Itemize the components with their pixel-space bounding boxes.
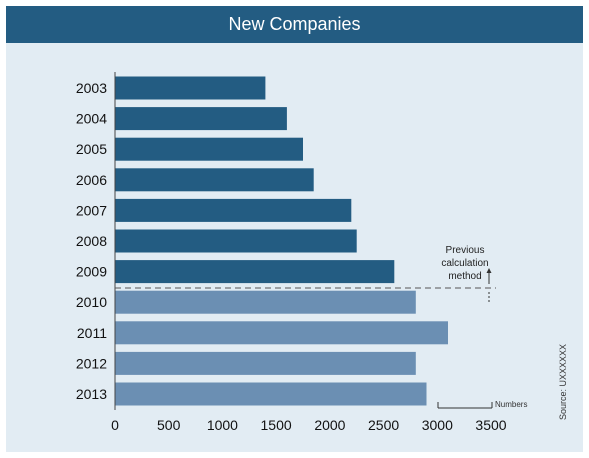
bar-2009 — [115, 260, 395, 284]
bar-2007 — [115, 198, 352, 222]
year-label-2007: 2007 — [76, 202, 107, 218]
chart-title: New Companies — [6, 6, 583, 43]
year-label-2003: 2003 — [76, 80, 107, 96]
bar-2004 — [115, 107, 287, 131]
x-tick-label-2000: 2000 — [314, 417, 345, 433]
bar-2011 — [115, 321, 448, 345]
year-labels-group: 2003 2004 2005 2006 2007 2008 2009 2010 2011 2012… — [76, 80, 107, 402]
bars-group — [115, 76, 448, 406]
annotation-line-1: Previous — [446, 245, 485, 256]
year-label-2010: 2010 — [76, 294, 107, 310]
bar-2005 — [115, 137, 303, 161]
x-tick-label-1000: 1000 — [207, 417, 238, 433]
x-tick-label-2500: 2500 — [368, 417, 399, 433]
bar-2012 — [115, 351, 416, 375]
x-tick-label-3500: 3500 — [475, 417, 506, 433]
source-note: Source: UXXXXXX — [558, 344, 568, 420]
year-label-2006: 2006 — [76, 172, 107, 188]
chart-panel — [6, 6, 583, 452]
x-tick-label-3000: 3000 — [422, 417, 453, 433]
bar-2003 — [115, 76, 266, 100]
bar-2008 — [115, 229, 357, 253]
annotation-line-2: calculation — [441, 258, 488, 269]
annotation-line-3: method — [448, 271, 481, 282]
x-tick-label-1500: 1500 — [261, 417, 292, 433]
year-label-2009: 2009 — [76, 264, 107, 280]
year-label-2011: 2011 — [77, 325, 107, 341]
x-tick-labels-group: 0 500 1000 1500 2000 2500 3000 3500 — [111, 417, 507, 433]
year-label-2004: 2004 — [76, 111, 107, 127]
x-tick-label-0: 0 — [111, 417, 119, 433]
bar-2013 — [115, 382, 427, 406]
bar-2006 — [115, 168, 314, 192]
bar-2010 — [115, 290, 416, 314]
year-label-2005: 2005 — [76, 141, 107, 157]
x-tick-label-500: 500 — [157, 417, 181, 433]
scale-label: Numbers — [495, 400, 527, 409]
year-label-2012: 2012 — [76, 355, 107, 371]
year-label-2013: 2013 — [76, 386, 107, 402]
arrow-up-icon — [486, 268, 492, 273]
year-label-2008: 2008 — [76, 233, 107, 249]
